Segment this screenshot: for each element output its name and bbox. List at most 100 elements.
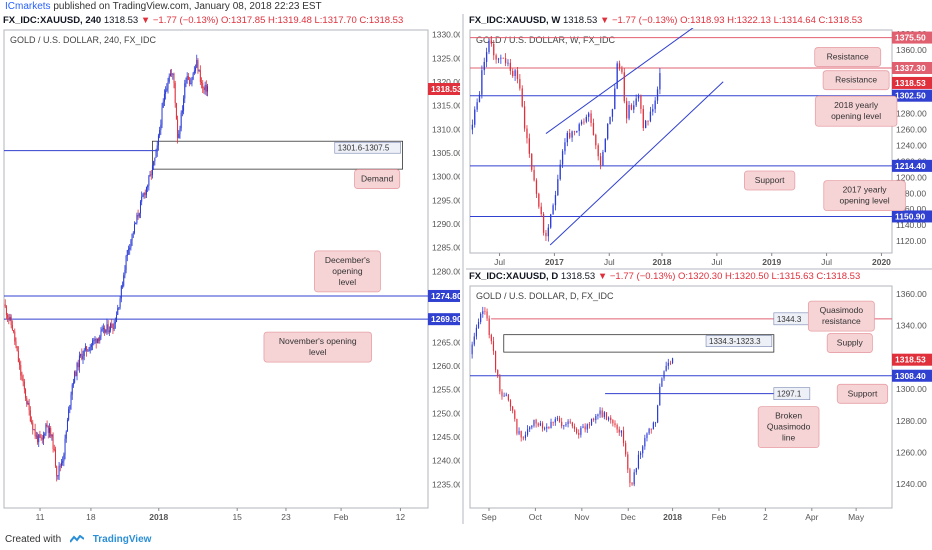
- demand-zone-label-box: [334, 141, 401, 154]
- y-tick-label: 1280.00: [896, 109, 927, 119]
- candle-body: [110, 323, 112, 331]
- candle-body: [637, 95, 640, 99]
- candle-body: [131, 233, 133, 241]
- candle-body: [484, 311, 486, 312]
- candle-body: [185, 80, 187, 84]
- chart-panel-daily: FX_IDC:XAUUSD, D 1318.53 ▼ −1.77 (−0.13%…: [466, 270, 932, 524]
- candle-body: [76, 363, 78, 376]
- candle-body: [71, 384, 73, 395]
- candle-body: [5, 306, 7, 315]
- candle-body: [65, 431, 67, 439]
- candle-body: [58, 465, 60, 476]
- candle-body: [554, 195, 557, 206]
- candle-body: [580, 427, 582, 435]
- candle-body: [93, 340, 95, 341]
- annotation-box: [826, 333, 873, 353]
- candle-body: [523, 106, 526, 129]
- candle-body: [565, 424, 567, 426]
- author-link[interactable]: ICmarkets: [5, 1, 51, 12]
- tradingview-brand[interactable]: TradingView: [92, 534, 152, 545]
- candle-body: [488, 318, 490, 335]
- annotation-box: [814, 47, 882, 67]
- candle-body: [642, 446, 644, 454]
- demand-note: Demand: [354, 169, 401, 189]
- candle-body: [70, 394, 72, 406]
- x-tick-label: 12: [396, 512, 406, 522]
- y-tick-label: 1320.00: [432, 77, 460, 87]
- x-tick-label: 2018: [653, 257, 672, 267]
- x-tick-label: Oct: [529, 512, 543, 522]
- candle-body: [17, 351, 19, 362]
- level-2018-open-price-tag: [892, 89, 932, 102]
- candle-body: [16, 346, 18, 352]
- candle-body: [535, 419, 537, 424]
- supply-zone: [503, 334, 775, 353]
- candle-body: [145, 187, 147, 195]
- candle-body: [9, 316, 11, 320]
- candle-body: [569, 132, 571, 138]
- candle-body: [597, 414, 599, 417]
- candle-body: [561, 421, 563, 427]
- y-tick-label: 1265.00: [432, 337, 460, 347]
- candle-body: [597, 145, 599, 157]
- candle-body: [148, 176, 150, 186]
- annotation-text: opening level: [840, 196, 890, 206]
- chart-canvas[interactable]: GOLD / U.S. DOLLAR, 240, FX_IDC 1235.00 12…: [0, 28, 460, 524]
- candle-body: [37, 435, 39, 443]
- candle-body: [524, 434, 527, 439]
- horizontal-divider[interactable]: [466, 268, 932, 270]
- annotation-text: line: [782, 433, 796, 443]
- candle-body: [588, 424, 590, 426]
- candle-body: [92, 340, 94, 345]
- candle-body: [7, 314, 9, 318]
- candle-body: [151, 165, 153, 176]
- candle-body: [201, 82, 203, 83]
- candle-body: [26, 398, 28, 404]
- y-tick-label: 1360.00: [896, 45, 927, 55]
- candle-body: [40, 437, 42, 439]
- candle-body: [612, 420, 614, 424]
- last-price: 1318.53: [103, 15, 139, 26]
- candle-body: [161, 107, 163, 125]
- candle-body: [633, 105, 635, 110]
- candle-body: [31, 421, 33, 423]
- y-tick-label: 1295.00: [432, 195, 460, 205]
- channel-upper: [545, 28, 694, 134]
- annotation-text: Resistance: [827, 52, 869, 62]
- candle-body: [90, 344, 92, 347]
- chart-canvas[interactable]: GOLD / U.S. DOLLAR, D, FX_IDC 1240.00 1260…: [466, 284, 932, 524]
- candle-body: [95, 339, 97, 343]
- candle-body: [75, 371, 77, 376]
- candle-body: [573, 131, 576, 133]
- created-with-text: Created with: [5, 534, 62, 545]
- candle-body: [657, 405, 659, 423]
- candle-body: [502, 57, 504, 59]
- candle-body: [4, 304, 6, 307]
- candle-body: [512, 70, 514, 76]
- candle-body: [500, 57, 502, 59]
- annotation-text: November's opening: [279, 336, 357, 346]
- x-tick-label: 2018: [663, 512, 682, 522]
- y-tick-label: 1280.00: [432, 266, 460, 276]
- candle-body: [44, 434, 46, 436]
- y-tick-label: 1235.00: [432, 479, 460, 489]
- vertical-divider[interactable]: [462, 14, 464, 524]
- chart-canvas[interactable]: GOLD / U.S. DOLLAR, W, FX_IDC 1120.00 1140…: [466, 28, 932, 269]
- candle-body: [520, 431, 522, 438]
- annotation-box: [744, 170, 796, 191]
- candle-body: [521, 88, 523, 107]
- last-price-label: 1318.53: [895, 355, 926, 365]
- quasimodo-resistance-label: 1344.3: [777, 315, 802, 324]
- symbol: FX_IDC:XAUUSD, D: [469, 271, 559, 282]
- y-tick-label: 1255.00: [432, 385, 460, 395]
- candle-body: [38, 434, 40, 443]
- candle-body: [519, 79, 521, 89]
- candle-body: [473, 336, 475, 345]
- chart-panel-240: FX_IDC:XAUUSD, 240 1318.53 ▼ −1.77 (−0.1…: [0, 14, 460, 524]
- candle-body: [102, 327, 104, 330]
- candle-body: [646, 433, 648, 439]
- candle-body: [547, 227, 549, 237]
- annotation-box: [823, 180, 906, 212]
- candle-body: [516, 70, 519, 80]
